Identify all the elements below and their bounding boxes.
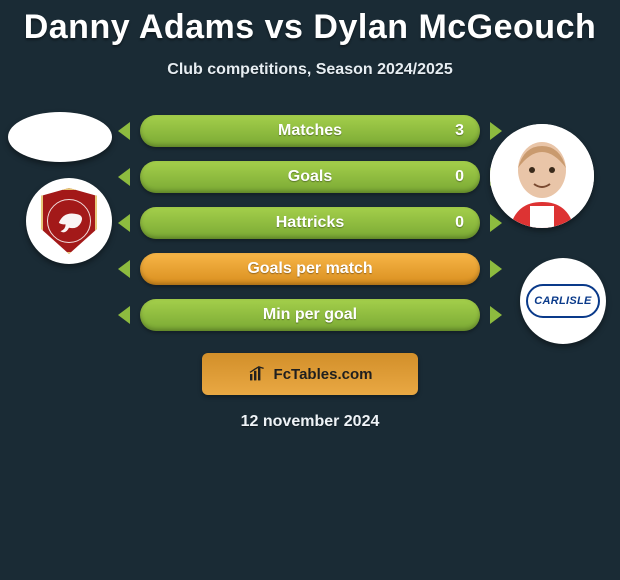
stat-pill: Hattricks 0 [140, 207, 480, 239]
morecambe-shield-icon [41, 188, 97, 254]
club-crest-right: CARLISLE [520, 258, 606, 344]
stat-label: Goals [288, 168, 332, 186]
bar-chart-icon [248, 366, 268, 382]
subtitle: Club competitions, Season 2024/2025 [0, 61, 620, 79]
title-vs: vs [265, 8, 304, 46]
stat-label: Min per goal [263, 306, 357, 324]
stat-label: Matches [278, 122, 342, 140]
snapshot-date: 12 november 2024 [0, 413, 620, 431]
stat-row-goals-per-match[interactable]: Goals per match [140, 253, 480, 285]
carlisle-badge-text: CARLISLE [534, 295, 591, 307]
title-player-right: Dylan McGeouch [313, 8, 596, 46]
stat-value-right: 0 [455, 214, 464, 232]
page-title: Danny Adams vs Dylan McGeouch [0, 0, 620, 47]
stat-value-right: 0 [455, 168, 464, 186]
fctables-text: FcTables.com [274, 366, 373, 383]
player-headshot-icon [490, 124, 594, 228]
carlisle-badge-icon: CARLISLE [526, 284, 600, 318]
fctables-badge[interactable]: FcTables.com [202, 353, 418, 395]
stat-value-right: 3 [455, 122, 464, 140]
stat-pill: Matches 3 [140, 115, 480, 147]
stat-pill: Min per goal [140, 299, 480, 331]
stat-pill: Goals 0 [140, 161, 480, 193]
stat-pill: Goals per match [140, 253, 480, 285]
shrimp-icon [52, 204, 86, 238]
title-player-left: Danny Adams [24, 8, 255, 46]
stat-label: Goals per match [247, 260, 372, 278]
stat-row-goals[interactable]: Goals 0 [140, 161, 480, 193]
stat-row-hattricks[interactable]: Hattricks 0 [140, 207, 480, 239]
player-avatar-left [8, 112, 112, 162]
stat-row-matches[interactable]: Matches 3 [140, 115, 480, 147]
stat-row-min-per-goal[interactable]: Min per goal [140, 299, 480, 331]
player-avatar-right [490, 124, 594, 228]
stat-label: Hattricks [276, 214, 344, 232]
club-crest-left [26, 178, 112, 264]
